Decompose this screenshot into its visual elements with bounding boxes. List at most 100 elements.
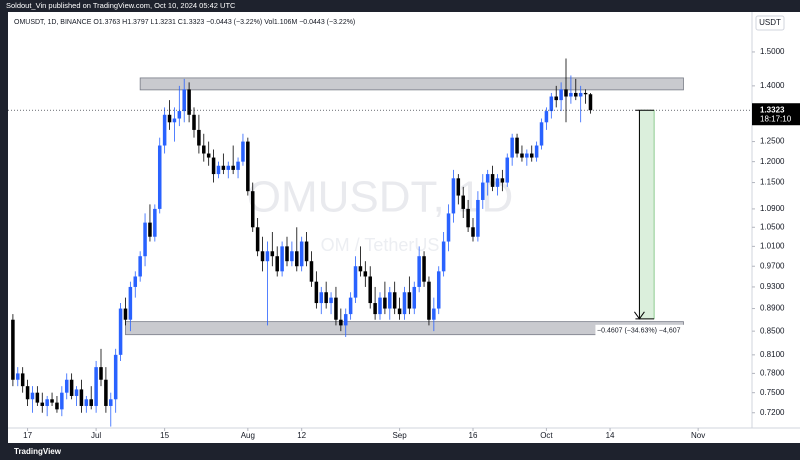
candle-body (30, 392, 35, 400)
candle-body (55, 402, 59, 410)
candle-body (549, 96, 554, 112)
candle-body (343, 314, 348, 326)
x-tick-label: Jul (91, 431, 101, 440)
candle-body (485, 174, 490, 183)
candle-body (578, 92, 583, 97)
candle-body (153, 208, 157, 237)
y-tick-label: 1.0100 (760, 241, 785, 250)
measure-arrowhead (634, 311, 645, 320)
candle-body (304, 241, 309, 262)
candle-body (378, 297, 382, 315)
candle-body (574, 92, 578, 97)
candle-body (148, 222, 152, 237)
x-tick-label: 14 (606, 431, 615, 440)
candle-body (94, 367, 98, 406)
y-tick-label: 0.7200 (760, 408, 785, 417)
candle-body (99, 367, 103, 380)
candle-body (432, 308, 436, 320)
zone (139, 77, 684, 91)
candle-body (554, 96, 558, 101)
y-tick-label: 1.0500 (760, 222, 785, 231)
candle-body (167, 114, 172, 123)
candle-body (16, 373, 20, 380)
candle-body (84, 399, 89, 406)
candle-body (231, 165, 235, 170)
watermark-sub: OM / TetherUS (321, 235, 440, 255)
candle-body (128, 286, 133, 320)
candle-body (525, 153, 529, 158)
candle-body (544, 111, 549, 123)
candle-body (339, 319, 343, 326)
candle-body (451, 178, 456, 214)
candle-body (187, 89, 191, 115)
candle-body (569, 92, 573, 97)
candle-body (246, 141, 250, 192)
y-tick-label: 1.1500 (760, 178, 785, 187)
candle-body (529, 153, 534, 158)
candle-body (402, 292, 407, 315)
candle-body (143, 222, 147, 257)
candle-body (412, 286, 417, 309)
legend-line: OMUSDT, 1D, BINANCE O1.3763 H1.3797 L1.3… (14, 19, 355, 26)
candle-body (466, 208, 470, 228)
candle-body (211, 157, 216, 175)
candle-body (392, 292, 397, 309)
candle-body (255, 227, 260, 252)
candle-body (123, 308, 128, 320)
candle-body (539, 122, 544, 146)
candle-body (358, 266, 363, 272)
candle-body (250, 191, 255, 228)
candle-body (50, 399, 54, 403)
candle-body (270, 251, 275, 257)
currency-button[interactable] (755, 15, 785, 31)
y-tick-label: 0.8900 (760, 304, 785, 313)
candle-body (118, 308, 123, 355)
candle-body (505, 157, 510, 183)
candle-body (69, 379, 74, 396)
candle-body (417, 256, 421, 287)
candle-body (260, 251, 265, 262)
countdown-label: 18:17:10 (760, 114, 792, 123)
candle-body (40, 402, 45, 406)
candle-body (265, 251, 270, 262)
candle-body (446, 213, 451, 242)
candle-body (79, 389, 84, 406)
x-tick-label: 12 (297, 431, 306, 440)
y-tick-label: 1.4000 (760, 81, 785, 90)
currency-label: USDT (759, 18, 781, 27)
candle-body (177, 111, 182, 119)
candle-body (559, 89, 563, 101)
candle-body (241, 141, 245, 162)
candle-body (182, 89, 186, 112)
candle-body (192, 114, 196, 130)
candle-body (510, 137, 514, 158)
candle-body (348, 297, 353, 315)
measure-label: −0.4607 (−34.63%) −4,607 (597, 328, 681, 335)
publish-header: Soldout_Vin published on TradingView.com… (6, 1, 236, 10)
candle-body (388, 292, 392, 309)
candle-body (113, 354, 118, 400)
candle-body (564, 89, 568, 97)
y-tick-label: 0.8100 (760, 350, 785, 359)
candle-body (456, 178, 461, 196)
candle-body (368, 276, 372, 304)
candle-body (221, 165, 226, 170)
y-tick-label: 1.2500 (760, 137, 785, 146)
footer-brand: TradingView (14, 447, 62, 456)
y-tick-label: 1.5000 (760, 47, 785, 56)
x-tick-label: 16 (469, 431, 478, 440)
candle-body (172, 118, 177, 123)
candle-body (461, 195, 465, 209)
candle-body (206, 153, 211, 158)
measure-area (639, 109, 655, 320)
candle-body (216, 165, 221, 175)
candle-body (133, 276, 138, 287)
x-tick-label: 15 (160, 431, 169, 440)
candle-body (197, 129, 201, 146)
candle-body (324, 292, 328, 304)
candle-body (583, 92, 588, 95)
candle-body (407, 292, 412, 309)
candle-body (64, 379, 69, 393)
candle-body (280, 246, 284, 272)
